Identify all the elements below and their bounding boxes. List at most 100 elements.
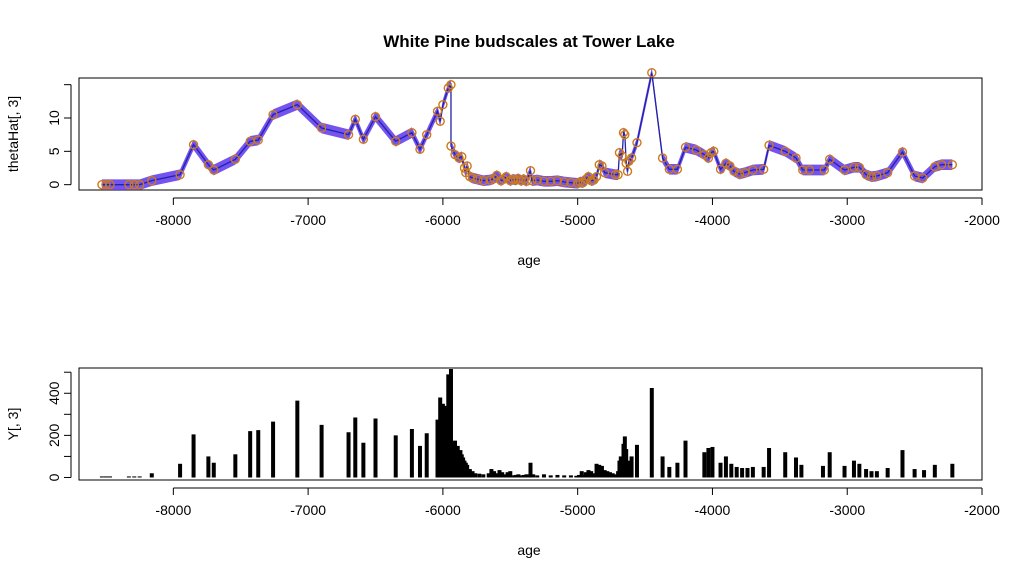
data-point [546, 176, 556, 187]
data-point [316, 123, 327, 133]
plot-frame-top [78, 77, 983, 191]
data-point [498, 174, 509, 185]
data-point [798, 165, 808, 175]
data-point [936, 159, 947, 170]
data-point [947, 159, 958, 170]
data-point [804, 165, 815, 175]
data-point [435, 116, 445, 127]
x-tick-label: -6000 [425, 212, 461, 228]
data-point [343, 129, 354, 140]
data-point [591, 171, 602, 182]
data-point [525, 165, 536, 176]
data-point [825, 154, 835, 165]
data-point [446, 141, 456, 151]
data-point [552, 175, 563, 186]
data-point [422, 129, 432, 140]
data-point [672, 164, 683, 175]
x-axis-label-bottom: age [517, 542, 541, 558]
x-axis-top: -8000 -7000 -6000 -5000 -4000 -3000 -2000 [155, 197, 1000, 228]
data-point [882, 167, 893, 178]
y-tick-label: 200 [46, 423, 62, 447]
data-point [758, 164, 769, 175]
data-point [462, 161, 472, 171]
panel-thetahat: -8000 -7000 -6000 -5000 -4000 -3000 -2000 0 5 10… [5, 67, 1000, 268]
data-point [446, 79, 456, 90]
x-tick-label: -7000 [290, 502, 326, 518]
y-tick-label: 400 [46, 381, 62, 405]
data-point [432, 106, 443, 117]
panel-counts: -8000 -7000 -6000 -5000 -4000 -3000 -2000 0 200… [5, 367, 1000, 558]
data-point [358, 134, 369, 145]
x-tick-label: -5000 [560, 212, 596, 228]
data-point [105, 179, 115, 190]
data-point [188, 139, 199, 150]
data-point [613, 169, 623, 180]
data-point [203, 159, 214, 170]
data-point [415, 144, 425, 155]
data-point [230, 154, 241, 165]
plot-frame-bottom [78, 367, 983, 481]
data-point [691, 145, 701, 155]
data-point [559, 177, 569, 187]
y-axis-top: 0 5 10 [46, 84, 72, 189]
data-point [527, 175, 537, 186]
data-point [459, 163, 470, 173]
data-point [513, 173, 524, 184]
data-point [657, 153, 668, 163]
chart-title: White Pine budscales at Tower Lake [383, 32, 675, 51]
data-point [734, 169, 745, 179]
y-tick-label: 5 [46, 147, 62, 155]
x-tick-label: -7000 [290, 212, 326, 228]
data-point [253, 135, 263, 145]
x-tick-label: -6000 [425, 502, 461, 518]
data-point [626, 153, 637, 163]
y-axis-label-top: thetaHat[, 3] [5, 96, 21, 172]
data-point [521, 176, 532, 187]
y-tick-label: 0 [46, 473, 62, 481]
data-point [854, 162, 865, 173]
data-point [539, 176, 549, 187]
data-point [391, 136, 401, 147]
y-axis-label-bottom: Y[, 3] [5, 408, 21, 441]
plot-area-top [97, 67, 958, 190]
x-tick-label: -4000 [695, 502, 731, 518]
data-point [292, 99, 303, 110]
data-point [134, 179, 145, 190]
data-point [485, 175, 495, 185]
x-tick-label: -3000 [829, 502, 865, 518]
x-tick-label: -4000 [695, 212, 731, 228]
data-point [124, 179, 134, 190]
data-point [618, 127, 629, 138]
data-point [101, 179, 111, 190]
data-point [917, 173, 928, 183]
data-point [478, 175, 489, 186]
data-point [147, 175, 157, 186]
data-point [839, 165, 850, 175]
data-point [897, 147, 908, 157]
data-point [791, 153, 801, 163]
data-point [647, 67, 657, 78]
data-point [680, 142, 691, 153]
data-point [566, 177, 576, 188]
data-point [930, 161, 940, 172]
data-point [622, 166, 633, 177]
plot-area-bottom [99, 369, 955, 478]
x-tick-label: -2000 [964, 502, 1000, 518]
data-point [209, 165, 219, 175]
data-point [748, 165, 758, 175]
data-point [632, 137, 642, 148]
x-tick-label: -8000 [155, 502, 191, 518]
data-point [617, 151, 627, 161]
x-axis-bottom: -8000 -7000 -6000 -5000 -4000 -3000 -2000 [155, 487, 1000, 518]
data-point [350, 114, 360, 125]
x-tick-label: -8000 [155, 212, 191, 228]
data-point [268, 109, 278, 120]
data-point [473, 174, 483, 185]
y-tick-label: 0 [46, 181, 62, 189]
data-point [175, 169, 185, 180]
data-point [370, 111, 381, 122]
data-point [620, 129, 630, 140]
x-tick-label: -2000 [964, 212, 1000, 228]
data-point [780, 146, 790, 157]
